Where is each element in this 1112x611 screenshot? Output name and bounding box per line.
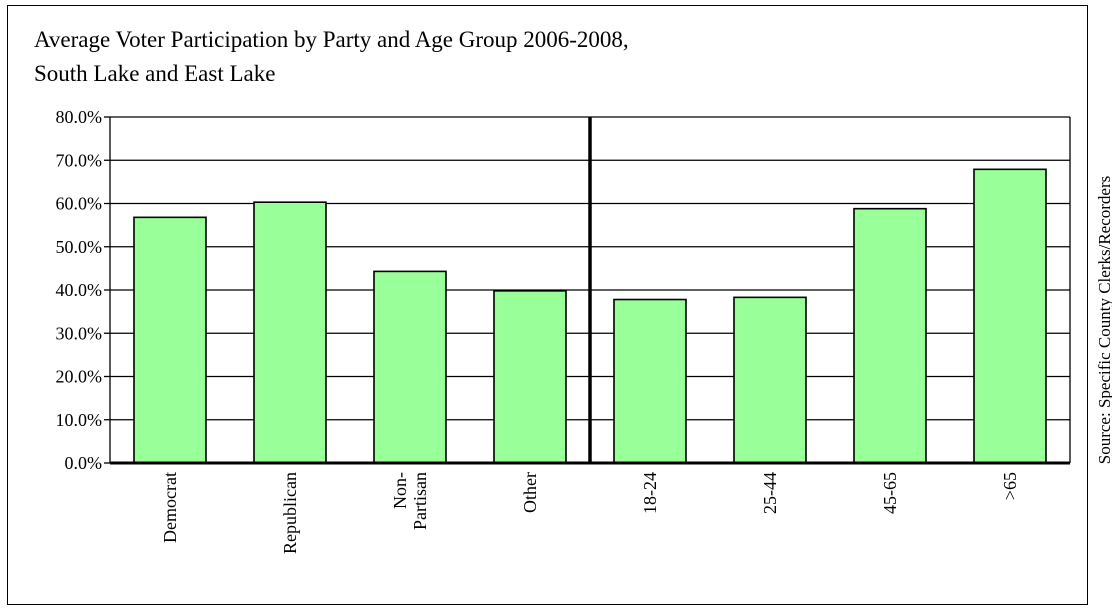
y-tick-label: 80.0% <box>56 107 103 127</box>
bar <box>133 216 207 464</box>
y-tick-label: 40.0% <box>56 280 103 300</box>
x-tick-label: 45-65 <box>880 472 900 514</box>
x-tick-label: 18-24 <box>640 472 660 514</box>
y-tick-label: 30.0% <box>56 323 103 343</box>
y-tick-label: 50.0% <box>56 237 103 257</box>
chart-title: Average Voter Participation by Party and… <box>34 27 629 52</box>
y-tick-label: 20.0% <box>56 367 103 387</box>
bar <box>853 207 927 464</box>
bar <box>613 298 687 464</box>
x-tick-label: 25-44 <box>760 472 780 514</box>
x-tick-label: Republican <box>280 472 300 554</box>
y-tick-label: 70.0% <box>56 150 103 170</box>
x-tick-label: Non- <box>390 472 410 509</box>
x-tick-label: Democrat <box>160 472 180 543</box>
bar <box>373 270 447 464</box>
bar <box>493 290 567 464</box>
y-tick-label: 60.0% <box>56 194 103 214</box>
bar <box>973 168 1047 464</box>
bar <box>733 296 807 464</box>
y-tick-label: 0.0% <box>65 453 103 473</box>
x-tick-label: Other <box>520 472 540 513</box>
x-tick-label: >65 <box>1000 472 1020 500</box>
chart-subtitle: South Lake and East Lake <box>34 61 276 86</box>
bar <box>253 201 327 464</box>
x-tick-label: Partisan <box>410 472 430 530</box>
y-tick-label: 10.0% <box>56 410 103 430</box>
